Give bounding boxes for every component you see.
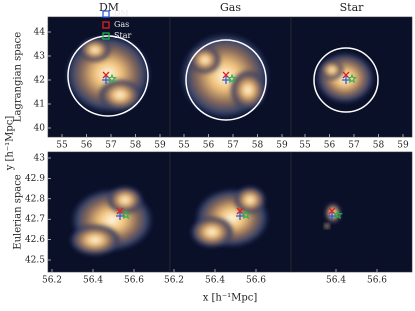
star-marker bbox=[107, 73, 117, 84]
y-tick-label: 42.9 bbox=[25, 174, 45, 184]
x-tick-label: 56.6 bbox=[124, 276, 144, 286]
density-blob bbox=[69, 224, 121, 256]
x-tick-label: 56.6 bbox=[367, 276, 387, 286]
y-tick-label: 44 bbox=[34, 28, 46, 38]
x-tick-label: 55 bbox=[299, 141, 311, 151]
row-label: Lagrangian space bbox=[13, 32, 24, 122]
panel-frame bbox=[290, 151, 413, 273]
halo-circle bbox=[185, 39, 267, 121]
legend-swatch bbox=[102, 10, 110, 18]
star-marker bbox=[121, 209, 131, 220]
panel bbox=[291, 152, 412, 272]
x-tick-label: 56 bbox=[324, 141, 336, 151]
density-blob bbox=[234, 186, 266, 214]
panel bbox=[291, 17, 412, 137]
y-tick-label: 41 bbox=[34, 100, 45, 110]
legend-swatch bbox=[102, 32, 110, 40]
panel-background bbox=[291, 152, 412, 272]
x-tick-label: 56 bbox=[203, 141, 215, 151]
y-axis-label: y [h⁻¹Mpc] bbox=[5, 116, 16, 172]
x-tick-label: 57 bbox=[348, 141, 360, 151]
density-blob bbox=[324, 223, 330, 229]
panel bbox=[170, 152, 291, 272]
x-tick-label: 55 bbox=[178, 141, 190, 151]
y-tick-label: 42.5 bbox=[25, 256, 45, 266]
x-tick-label: 58 bbox=[130, 141, 142, 151]
x-tick-label: 56.2 bbox=[164, 276, 184, 286]
x-tick-label: 56.4 bbox=[205, 276, 225, 286]
x-tick-label: 56 bbox=[81, 141, 93, 151]
dm-marker bbox=[222, 76, 230, 84]
y-tick-label: 42 bbox=[34, 76, 45, 86]
x-tick-label: 59 bbox=[154, 141, 166, 151]
x-tick-label: 56.6 bbox=[246, 276, 266, 286]
halo-circle bbox=[67, 35, 149, 117]
star-marker bbox=[347, 73, 357, 84]
panel bbox=[170, 17, 291, 137]
x-tick-label: 57 bbox=[227, 141, 239, 151]
y-tick-label: 40 bbox=[34, 124, 46, 134]
legend-label: DM bbox=[114, 9, 129, 18]
panel-frame bbox=[290, 16, 413, 138]
density-blob bbox=[230, 70, 266, 110]
x-tick-label: 56.2 bbox=[42, 276, 62, 286]
dm-marker bbox=[328, 212, 336, 220]
dm-marker bbox=[116, 212, 124, 220]
gas-marker bbox=[236, 207, 244, 215]
x-tick-label: 57 bbox=[105, 141, 117, 151]
star-marker bbox=[227, 73, 237, 84]
legend-swatch bbox=[102, 21, 110, 29]
dm-marker bbox=[342, 76, 350, 84]
x-tick-label: 55 bbox=[56, 141, 68, 151]
star-marker bbox=[333, 209, 343, 220]
density-blob bbox=[315, 52, 375, 104]
density-blob bbox=[320, 60, 344, 80]
panel bbox=[48, 152, 170, 272]
density-blob bbox=[107, 186, 143, 214]
density-blob bbox=[98, 79, 142, 111]
gas-marker bbox=[328, 207, 336, 215]
density-blob bbox=[189, 46, 221, 74]
gas-marker bbox=[102, 71, 110, 79]
dm-marker bbox=[236, 212, 244, 220]
halo-circle bbox=[313, 47, 379, 113]
gas-marker bbox=[342, 71, 350, 79]
gas-marker bbox=[116, 207, 124, 215]
star-marker bbox=[241, 209, 251, 220]
x-tick-label: 58 bbox=[373, 141, 385, 151]
y-tick-label: 42.8 bbox=[25, 194, 45, 204]
y-tick-label: 42.6 bbox=[25, 235, 45, 245]
x-tick-label: 58 bbox=[252, 141, 264, 151]
x-tick-label: 59 bbox=[397, 141, 409, 151]
x-tick-label: 56.4 bbox=[83, 276, 103, 286]
dm-marker bbox=[102, 76, 110, 84]
panels bbox=[47, 16, 413, 273]
x-axis-label: x [h⁻¹Mpc] bbox=[203, 293, 258, 304]
x-tick-label: 56.4 bbox=[326, 276, 346, 286]
column-title: Gas bbox=[220, 1, 241, 14]
legend-label: Star bbox=[114, 31, 131, 40]
row-label: Eulerian space bbox=[13, 174, 24, 250]
density-blob bbox=[190, 216, 234, 248]
x-tick-label: 59 bbox=[276, 141, 288, 151]
y-tick-label: 42.7 bbox=[25, 215, 45, 225]
y-tick-label: 43 bbox=[34, 52, 46, 62]
column-title: Star bbox=[340, 1, 365, 14]
y-tick-label: 43 bbox=[34, 154, 46, 164]
density-blob bbox=[79, 38, 111, 62]
legend-label: Gas bbox=[114, 20, 129, 29]
gas-marker bbox=[222, 71, 230, 79]
